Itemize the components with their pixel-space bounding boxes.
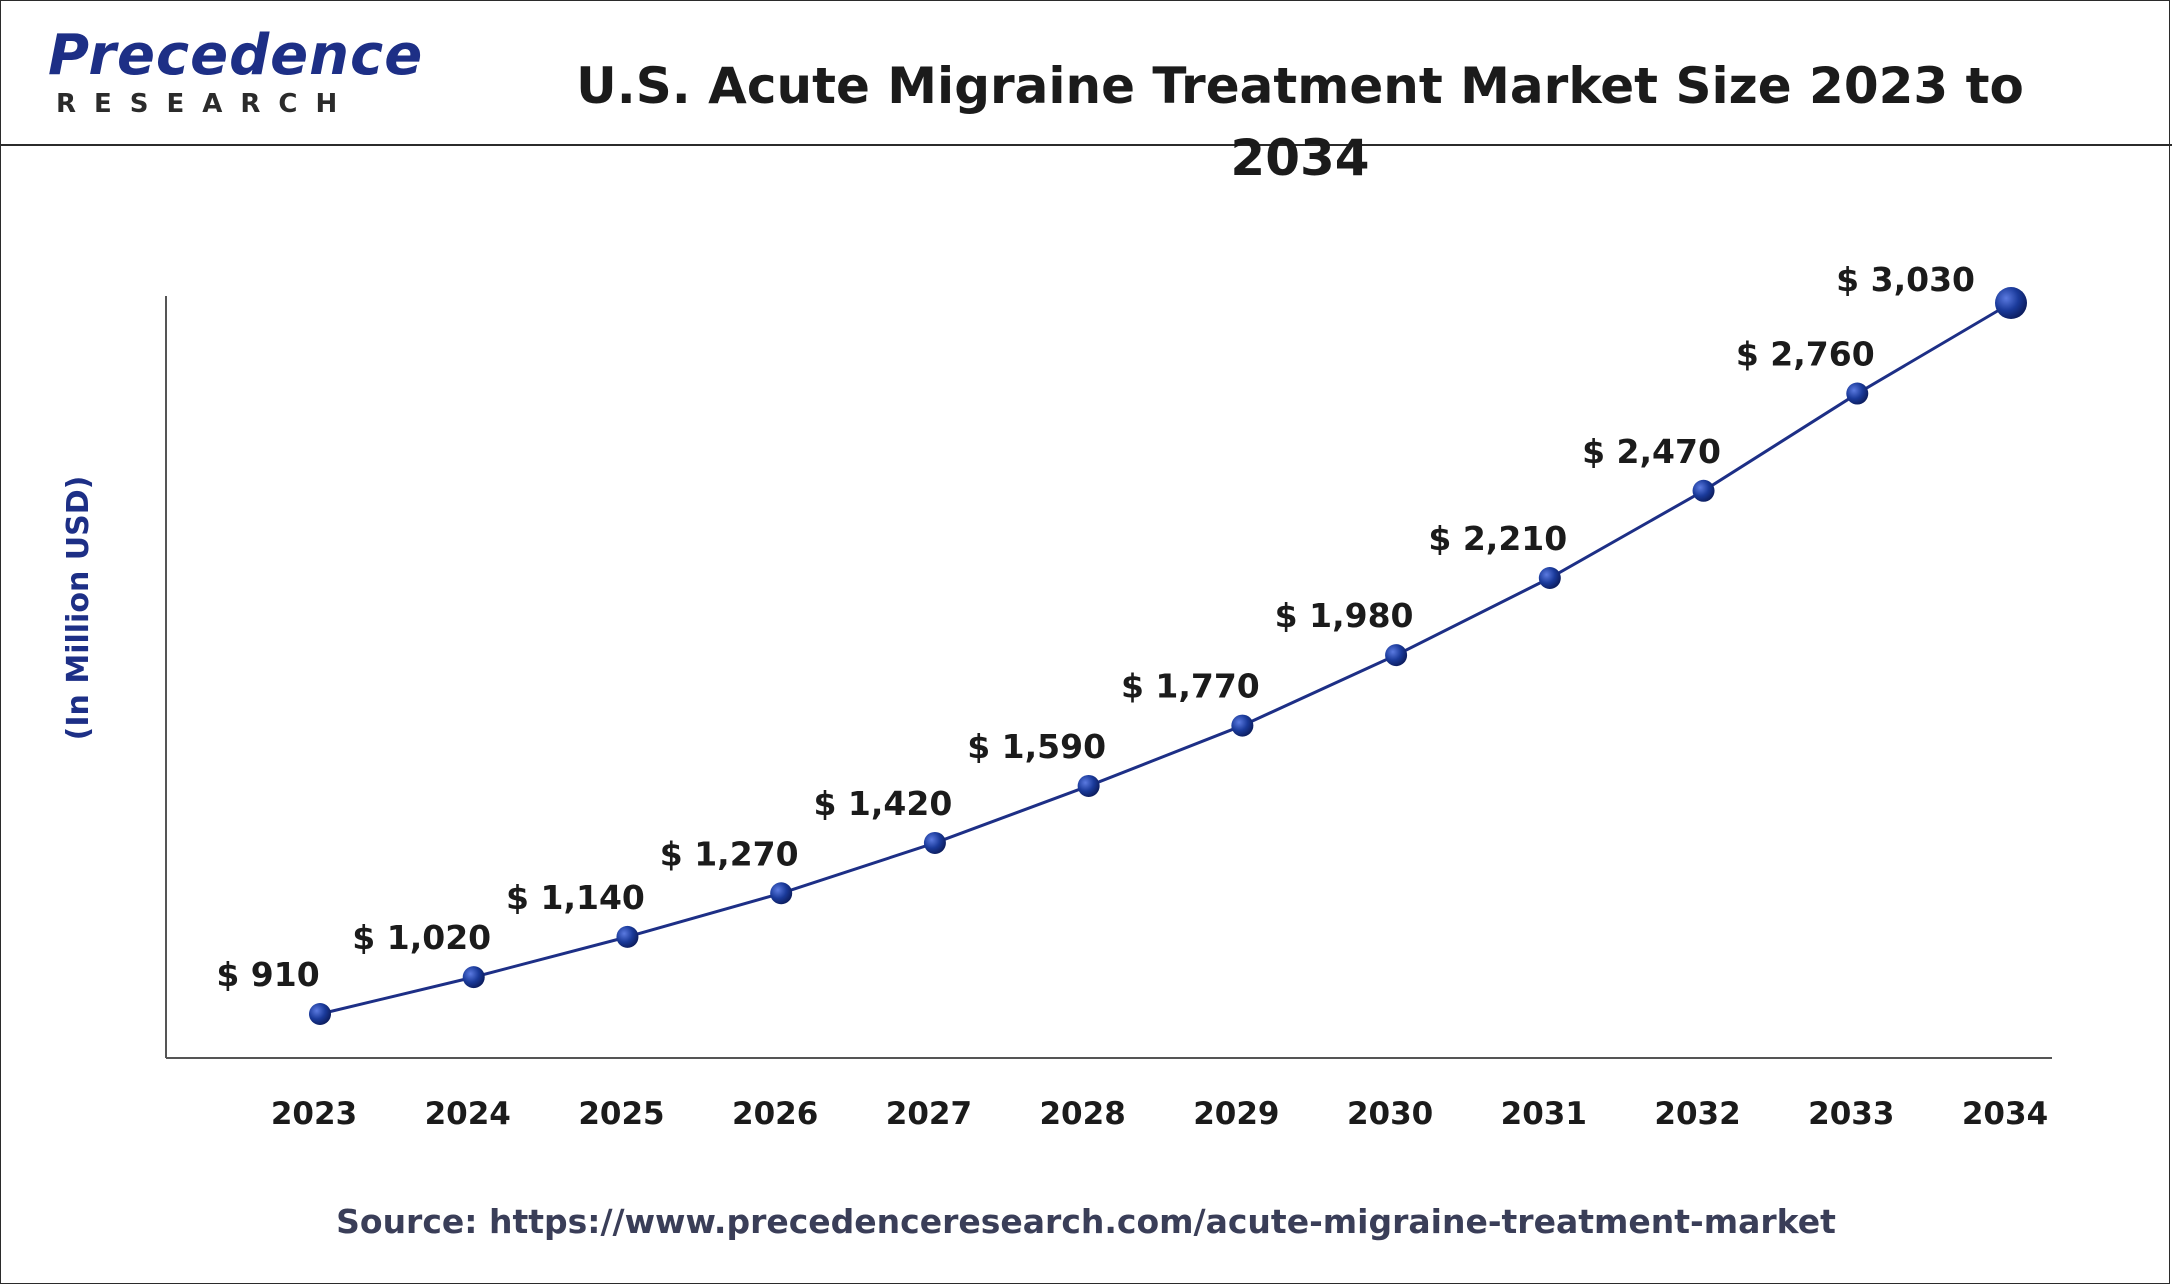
data-point-2031: [1538, 567, 1561, 590]
y-axis-label: (In Million USD): [61, 476, 96, 741]
x-tick-label-2027: 2027: [886, 1096, 972, 1132]
x-tick-label-2024: 2024: [425, 1096, 511, 1132]
data-point-2025: [616, 925, 639, 948]
x-tick-label-2023: 2023: [271, 1096, 357, 1132]
series-line: [319, 301, 2012, 1016]
x-tick-label-2026: 2026: [732, 1096, 818, 1132]
x-tick-label-2028: 2028: [1039, 1096, 1125, 1132]
data-point-2023: [309, 1003, 331, 1025]
data-point-2030: [1385, 644, 1408, 667]
logo-subtitle: RESEARCH: [56, 89, 356, 119]
data-label-2023: $ 910: [216, 955, 319, 994]
data-label-2034: $ 3,030: [1836, 260, 1975, 299]
data-label-2033: $ 2,760: [1736, 335, 1875, 374]
x-tick-label-2032: 2032: [1654, 1096, 1740, 1132]
x-tick-label-2034: 2034: [1962, 1096, 2048, 1132]
line-chart: (In Million USD) $ 910 2023 $ 1,020 2024 $ 1,…: [61, 260, 2052, 1132]
data-label-2029: $ 1,770: [1121, 667, 1260, 706]
x-tick-label-2029: 2029: [1193, 1096, 1279, 1132]
x-tick-label-2030: 2030: [1347, 1096, 1433, 1132]
x-tick-label-2033: 2033: [1808, 1096, 1894, 1132]
data-point-2028: [1077, 774, 1100, 797]
data-point-2026: [770, 882, 793, 905]
x-tick-label-2031: 2031: [1501, 1096, 1587, 1132]
data-point-2027: [923, 831, 946, 854]
data-label-2030: $ 1,980: [1275, 596, 1414, 635]
data-label-2026: $ 1,270: [660, 834, 799, 873]
header-bar: Precedence RESEARCH U.S. Acute Migraine …: [0, 0, 2172, 187]
data-point-2034: [1995, 287, 2027, 319]
data-point-2029: [1231, 714, 1254, 737]
data-label-2032: $ 2,470: [1582, 432, 1721, 471]
data-label-2028: $ 1,590: [967, 727, 1106, 766]
chart-title: U.S. Acute Migraine Treatment Market Siz…: [576, 57, 2024, 187]
data-label-2025: $ 1,140: [506, 878, 645, 917]
data-label-2031: $ 2,210: [1428, 519, 1567, 558]
data-point-2033: [1846, 382, 1869, 405]
data-point-2024: [462, 966, 485, 989]
data-label-2027: $ 1,420: [813, 784, 952, 823]
logo-wordmark: Precedence: [48, 23, 424, 88]
source-citation: Source: https://www.precedenceresearch.c…: [336, 1202, 1836, 1241]
brand-logo: Precedence RESEARCH: [48, 18, 422, 128]
data-point-2032: [1692, 479, 1715, 502]
x-tick-label-2025: 2025: [578, 1096, 664, 1132]
data-label-2024: $ 1,020: [352, 918, 491, 957]
